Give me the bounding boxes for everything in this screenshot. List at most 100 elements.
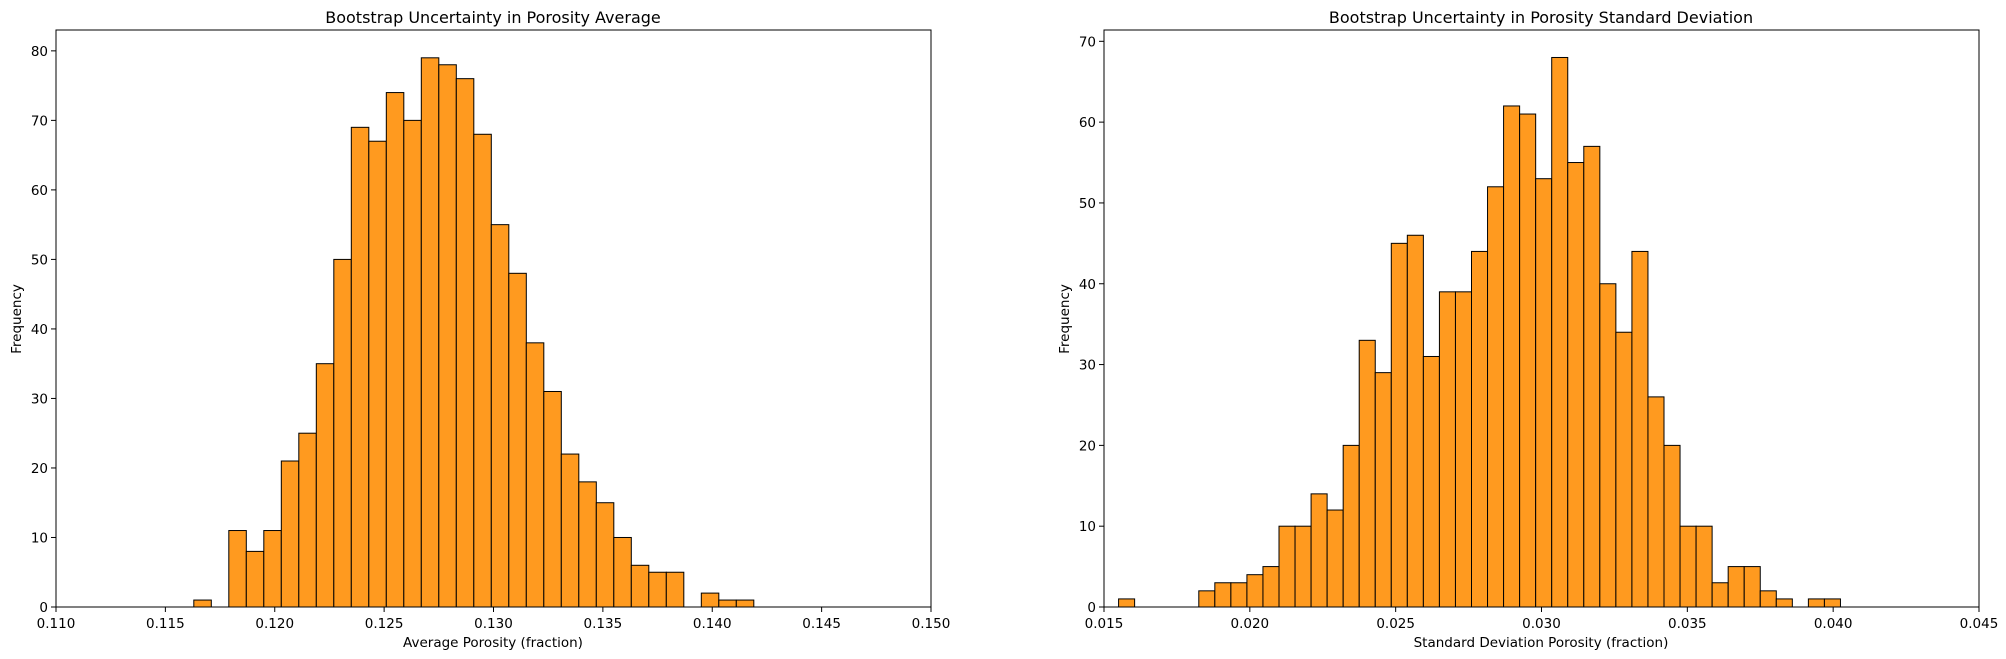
histogram-bar [1519, 113, 1537, 608]
y-tick-label: 0 [39, 600, 48, 616]
y-tick-label: 60 [31, 183, 48, 199]
histogram-bar [595, 502, 615, 608]
y-tick-label: 70 [1079, 34, 1096, 50]
panel-porosity-std: Bootstrap Uncertainty in Porosity Standa… [1057, 8, 1998, 651]
y-tick-label: 20 [31, 461, 48, 477]
histogram-bar [473, 133, 492, 608]
histogram-bar [1631, 250, 1649, 608]
y-tick-label: 40 [31, 322, 48, 338]
bars [193, 57, 755, 608]
bars [1118, 56, 1841, 608]
histogram-bar [508, 272, 527, 608]
histogram-bar [385, 92, 405, 608]
x-tick-label: 0.040 [1814, 616, 1853, 632]
histogram-bar [1438, 291, 1456, 608]
plot-frame [55, 29, 932, 608]
y-tick-label: 10 [31, 530, 48, 546]
histogram-bar [630, 564, 650, 608]
histogram-bar [1663, 444, 1681, 608]
histogram-bar [420, 57, 440, 608]
y-axis-ticks: 0 10 20 30 40 50 60 70 80 [31, 44, 56, 616]
x-tick-label: 0.025 [1376, 616, 1415, 632]
histogram-bar [1551, 56, 1569, 608]
histogram-bar [350, 126, 370, 608]
x-tick-label: 0.145 [802, 616, 841, 632]
histogram-bar [1406, 234, 1424, 608]
x-tick-label: 0.150 [912, 616, 951, 632]
plot-frame [1103, 29, 1980, 608]
x-tick-label: 0.120 [255, 616, 294, 632]
histogram-bar [578, 481, 597, 608]
x-tick-label: 0.115 [146, 616, 185, 632]
histogram-bar [1487, 186, 1505, 608]
x-tick-label: 0.015 [1085, 616, 1124, 632]
histogram-bar [298, 432, 317, 608]
x-axis-label: Average Porosity (fraction) [403, 635, 583, 651]
x-axis-ticks: 0.015 0.020 0.025 0.030 0.035 0.040 0.045 [1085, 607, 1998, 632]
y-tick-label: 40 [1079, 277, 1096, 293]
histogram-bar [245, 550, 265, 608]
y-tick-label: 10 [1079, 519, 1096, 535]
histogram-bar [280, 460, 300, 608]
chart-title: Bootstrap Uncertainty in Porosity Standa… [1329, 8, 1753, 27]
histogram-bar [1583, 145, 1601, 608]
x-axis-label: Standard Deviation Porosity (fraction) [1414, 635, 1669, 651]
histogram-bar [1198, 590, 1216, 608]
x-tick-label: 0.125 [365, 616, 404, 632]
histogram-bar [1503, 105, 1521, 608]
y-axis-label: Frequency [9, 284, 25, 354]
histogram-bar [1390, 242, 1408, 608]
histogram-bar [1567, 162, 1585, 608]
histogram-bar [543, 390, 562, 608]
histogram-bar [228, 530, 247, 608]
x-tick-label: 0.130 [474, 616, 513, 632]
histogram-bar [1278, 525, 1296, 608]
histogram-bar [1711, 582, 1729, 608]
histogram-bar [1823, 598, 1841, 608]
x-tick-label: 0.035 [1668, 616, 1707, 632]
x-tick-label: 0.110 [37, 616, 76, 632]
histogram-bar [1310, 493, 1328, 608]
histogram-bar [560, 453, 580, 608]
y-tick-label: 60 [1079, 115, 1096, 131]
x-tick-label: 0.135 [584, 616, 623, 632]
histogram-bar [700, 592, 720, 608]
histogram-bar [333, 258, 352, 608]
x-tick-label: 0.020 [1231, 616, 1270, 632]
histogram-bar [1759, 590, 1777, 608]
histogram-bar [403, 119, 422, 608]
histogram-bar [525, 342, 545, 608]
histogram-bar [315, 363, 335, 608]
histogram-bar [1342, 444, 1360, 608]
histogram-bar [1230, 582, 1248, 608]
histogram-bar [1535, 178, 1553, 608]
x-tick-label: 0.030 [1522, 616, 1561, 632]
histogram-bar [1294, 525, 1312, 608]
histogram-bar [1647, 396, 1665, 608]
histogram-bar [648, 571, 667, 608]
histogram-bar [1599, 283, 1617, 608]
histogram-bar [1214, 582, 1232, 608]
histogram-bar [1727, 566, 1745, 608]
histogram-bar [1262, 566, 1280, 608]
x-tick-label: 0.140 [693, 616, 732, 632]
histogram-bar [490, 224, 510, 608]
histogram-bar [1454, 291, 1472, 608]
histogram-bar [1422, 355, 1440, 608]
histogram-bar [1695, 525, 1713, 608]
y-axis-ticks: 0 10 20 30 40 50 60 70 [1079, 34, 1104, 616]
histogram-bar [1743, 566, 1761, 608]
y-tick-label: 20 [1079, 438, 1096, 454]
histogram-bar [1807, 598, 1825, 608]
histogram-bar [1118, 598, 1136, 608]
histogram-bar [1326, 509, 1344, 608]
histogram-bar [193, 599, 212, 608]
histogram-bar [1775, 598, 1793, 608]
histogram-bar [455, 78, 475, 608]
histogram-bar [1374, 372, 1392, 608]
histogram-bar [718, 599, 737, 608]
histogram-bar [665, 571, 685, 608]
histogram-bar [613, 536, 632, 608]
histogram-bar [368, 140, 387, 608]
